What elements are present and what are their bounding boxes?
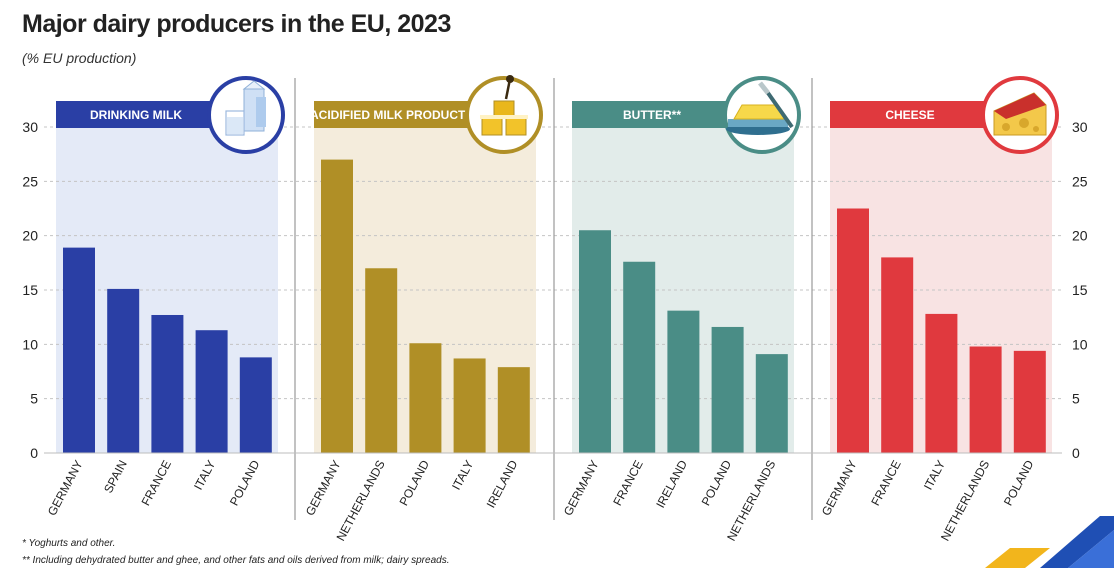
bar bbox=[711, 326, 744, 453]
milk-carton-icon bbox=[225, 80, 266, 136]
y-tick-label-right: 10 bbox=[1072, 336, 1088, 352]
x-tick-label: GERMANY bbox=[819, 458, 860, 518]
y-tick-label-right: 20 bbox=[1072, 228, 1088, 244]
x-tick-label: NETHERLANDS bbox=[938, 458, 992, 543]
panel-title: BUTTER** bbox=[623, 108, 681, 122]
y-tick-label-right: 15 bbox=[1072, 282, 1088, 298]
chart-subtitle: (% EU production) bbox=[22, 50, 137, 66]
x-tick-label: POLAND bbox=[397, 458, 433, 508]
bar bbox=[239, 357, 272, 453]
bar bbox=[579, 230, 611, 453]
y-tick-label-right: 5 bbox=[1072, 391, 1080, 407]
bar bbox=[321, 159, 353, 453]
y-tick-label-left: 5 bbox=[30, 391, 38, 407]
x-tick-label: SPAIN bbox=[101, 458, 130, 496]
x-tick-label: FRANCE bbox=[610, 458, 646, 508]
x-tick-label: GERMANY bbox=[561, 458, 602, 518]
y-tick-label-left: 30 bbox=[22, 119, 38, 135]
panel-title: DRINKING MILK bbox=[90, 108, 182, 122]
x-tick-label: POLAND bbox=[227, 458, 263, 508]
x-tick-label: FRANCE bbox=[139, 458, 175, 508]
bar bbox=[925, 313, 958, 453]
yoghurt-cups-icon bbox=[480, 75, 528, 136]
bar bbox=[881, 257, 914, 453]
footnote-butter: ** Including dehydrated butter and ghee,… bbox=[22, 555, 450, 566]
footnote-acidified: * Yoghurts and other. bbox=[22, 538, 116, 549]
y-tick-label-left: 15 bbox=[22, 282, 38, 298]
y-tick-label-left: 10 bbox=[22, 336, 38, 352]
x-tick-label: FRANCE bbox=[868, 458, 904, 508]
eurostat-corner-logo bbox=[985, 516, 1114, 568]
bar bbox=[63, 247, 95, 453]
bar bbox=[623, 261, 656, 453]
bar bbox=[195, 330, 228, 453]
y-tick-label-right: 25 bbox=[1072, 173, 1088, 189]
x-tick-label: ITALY bbox=[921, 458, 948, 492]
bar bbox=[453, 358, 486, 453]
chart-title: Major dairy producers in the EU, 2023 bbox=[22, 10, 451, 38]
x-tick-label: ITALY bbox=[191, 458, 218, 492]
x-tick-label: GERMANY bbox=[45, 458, 86, 518]
y-tick-label-left: 0 bbox=[30, 445, 38, 461]
x-tick-label: NETHERLANDS bbox=[724, 458, 778, 543]
bar bbox=[365, 268, 398, 453]
x-tick-label: ITALY bbox=[449, 458, 476, 492]
bar bbox=[497, 367, 530, 453]
y-tick-label-right: 0 bbox=[1072, 445, 1080, 461]
bar bbox=[151, 314, 184, 453]
butter-dish-icon bbox=[726, 81, 794, 135]
y-tick-label-left: 25 bbox=[22, 173, 38, 189]
bar bbox=[755, 354, 788, 453]
cheese-icon bbox=[993, 92, 1047, 136]
bar bbox=[837, 208, 869, 453]
x-tick-label: IRELAND bbox=[653, 458, 690, 511]
x-tick-label: POLAND bbox=[699, 458, 735, 508]
x-tick-label: IRELAND bbox=[484, 458, 521, 511]
bar bbox=[409, 343, 442, 453]
y-tick-label-right: 30 bbox=[1072, 119, 1088, 135]
panel-title: ACIDIFIED MILK PRODUCTS* bbox=[310, 108, 478, 122]
y-tick-label-left: 20 bbox=[22, 228, 38, 244]
panel-title: CHEESE bbox=[885, 108, 934, 122]
x-tick-label: POLAND bbox=[1001, 458, 1037, 508]
x-tick-label: GERMANY bbox=[303, 458, 344, 518]
bar bbox=[107, 288, 140, 453]
bar bbox=[969, 346, 1002, 453]
bar bbox=[667, 310, 700, 453]
x-tick-label: NETHERLANDS bbox=[334, 458, 388, 543]
bar bbox=[1013, 350, 1046, 453]
